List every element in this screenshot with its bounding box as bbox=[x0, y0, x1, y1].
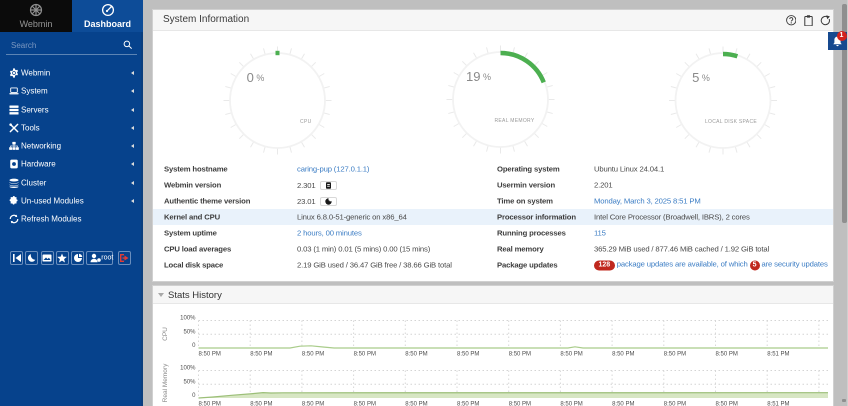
svg-text:Real Memory: Real Memory bbox=[162, 363, 169, 402]
svg-text:8:50 PM: 8:50 PM bbox=[199, 352, 221, 358]
svg-text:CPU: CPU bbox=[162, 327, 169, 341]
svg-text:8:50 PM: 8:50 PM bbox=[302, 402, 324, 406]
svg-text:8:51 PM: 8:51 PM bbox=[767, 352, 789, 358]
svg-text:LOCAL DISK SPACE: LOCAL DISK SPACE bbox=[705, 119, 757, 125]
svg-text:8:50 PM: 8:50 PM bbox=[457, 352, 479, 358]
svg-text:8:50 PM: 8:50 PM bbox=[302, 352, 324, 358]
svg-text:8:50 PM: 8:50 PM bbox=[612, 352, 634, 358]
svg-text:REAL MEMORY: REAL MEMORY bbox=[495, 118, 535, 124]
svg-text:0: 0 bbox=[192, 393, 196, 399]
svg-text:8:50 PM: 8:50 PM bbox=[716, 402, 738, 406]
svg-text:8:50 PM: 8:50 PM bbox=[354, 402, 376, 406]
svg-text:100%: 100% bbox=[180, 316, 196, 322]
svg-text:8:50 PM: 8:50 PM bbox=[716, 352, 738, 358]
svg-text:8:50 PM: 8:50 PM bbox=[354, 352, 376, 358]
svg-text:100%: 100% bbox=[180, 366, 196, 372]
svg-text:5 %: 5 % bbox=[692, 70, 710, 85]
svg-text:8:50 PM: 8:50 PM bbox=[405, 402, 427, 406]
svg-text:8:50 PM: 8:50 PM bbox=[664, 352, 686, 358]
svg-text:8:50 PM: 8:50 PM bbox=[250, 402, 272, 406]
svg-text:8:50 PM: 8:50 PM bbox=[199, 402, 221, 406]
svg-text:8:50 PM: 8:50 PM bbox=[457, 402, 479, 406]
svg-text:50%: 50% bbox=[183, 379, 196, 385]
svg-text:8:50 PM: 8:50 PM bbox=[560, 402, 582, 406]
svg-text:8:50 PM: 8:50 PM bbox=[560, 352, 582, 358]
svg-text:50%: 50% bbox=[183, 329, 196, 335]
svg-text:8:50 PM: 8:50 PM bbox=[405, 352, 427, 358]
svg-text:8:50 PM: 8:50 PM bbox=[250, 352, 272, 358]
svg-text:8:50 PM: 8:50 PM bbox=[509, 352, 531, 358]
svg-text:8:50 PM: 8:50 PM bbox=[664, 402, 686, 406]
svg-text:8:51 PM: 8:51 PM bbox=[767, 402, 789, 406]
svg-text:19 %: 19 % bbox=[466, 69, 491, 84]
svg-text:0 %: 0 % bbox=[247, 70, 265, 85]
svg-text:0: 0 bbox=[192, 343, 196, 349]
svg-text:8:50 PM: 8:50 PM bbox=[612, 402, 634, 406]
svg-text:8:50 PM: 8:50 PM bbox=[509, 402, 531, 406]
svg-text:CPU: CPU bbox=[300, 119, 312, 125]
